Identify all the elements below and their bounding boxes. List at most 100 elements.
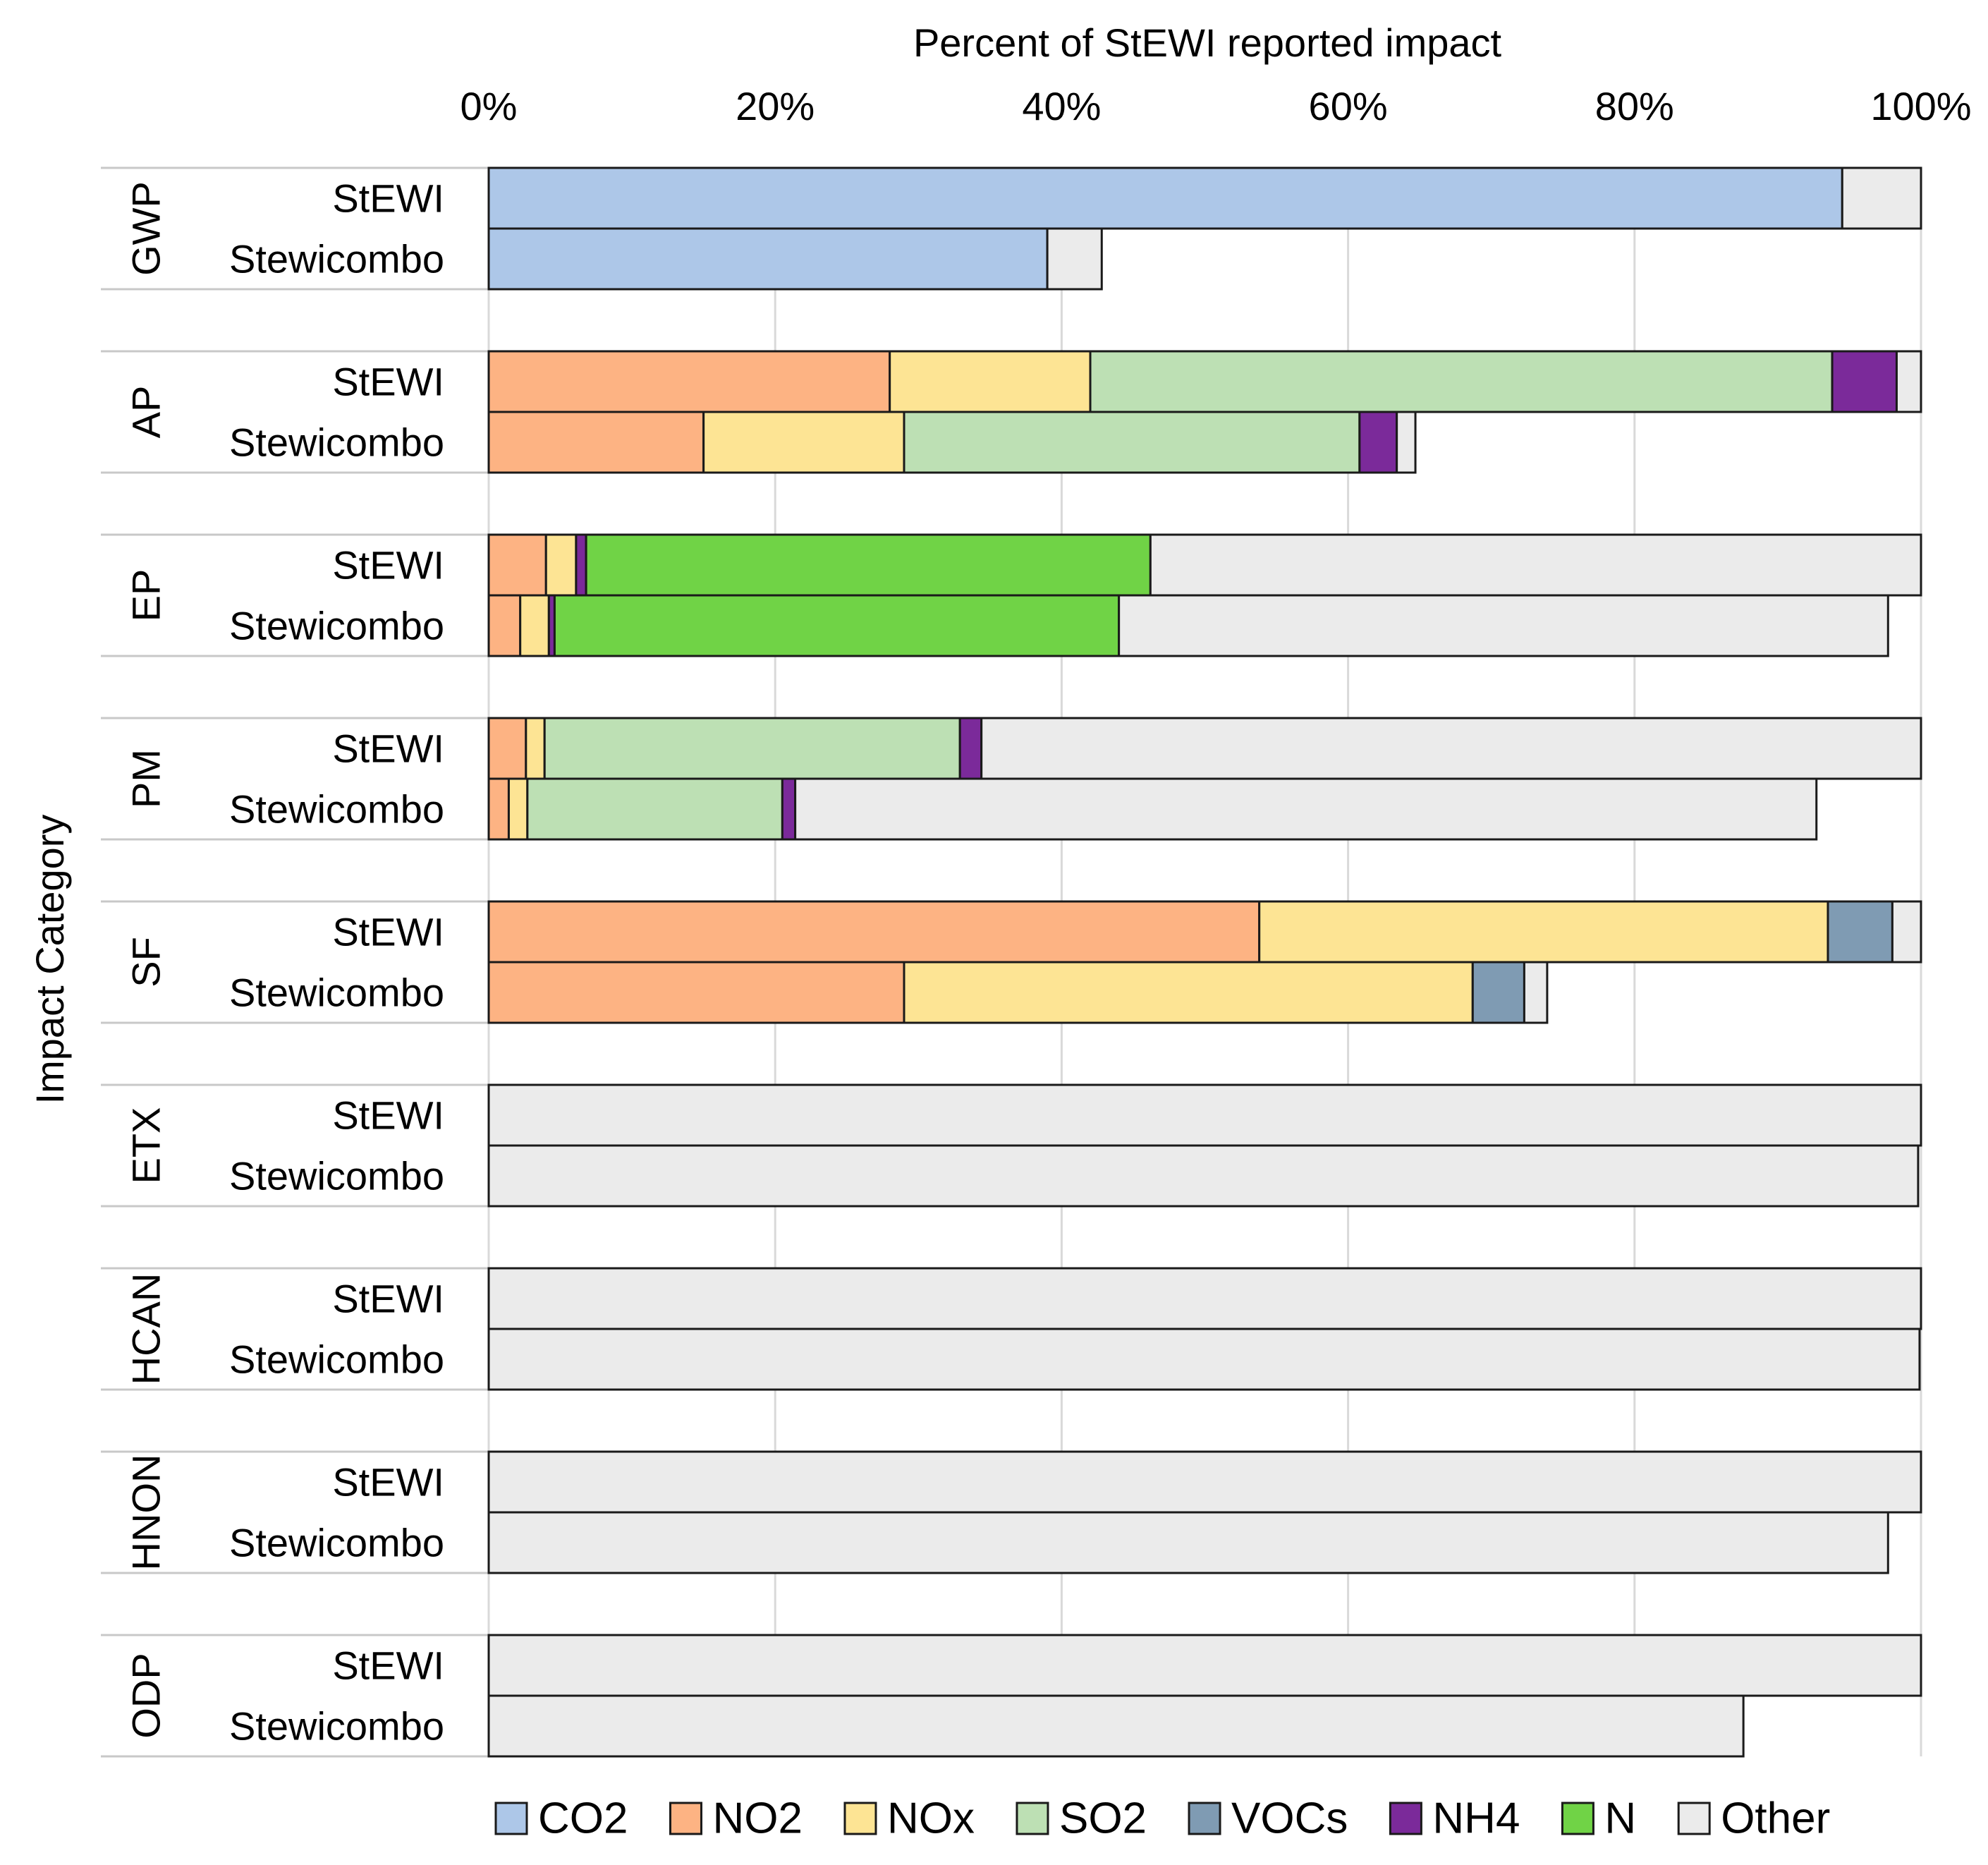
bar-label-stewi: StEWI bbox=[332, 1460, 444, 1505]
legend-label-nox: NOx bbox=[887, 1794, 975, 1843]
bar-ap-stewicombo-so2 bbox=[903, 411, 1361, 474]
category-label-hcan: HCAN bbox=[124, 1273, 169, 1385]
bar-gwp-stewi-co2 bbox=[487, 166, 1843, 230]
bar-ap-stewicombo-nox bbox=[702, 411, 905, 474]
bar-ep-stewicombo-nox bbox=[519, 594, 550, 657]
category-label-pm: PM bbox=[124, 749, 169, 808]
bar-label-stewicombo: Stewicombo bbox=[229, 420, 444, 465]
bar-sf-stewicombo-vocs bbox=[1471, 961, 1525, 1024]
bars bbox=[487, 166, 1922, 1758]
bar-etx-stewicombo-other bbox=[487, 1144, 1920, 1208]
bar-sf-stewi-nox bbox=[1258, 900, 1829, 964]
x-tick-label: 40% bbox=[1022, 84, 1101, 128]
bar-hcan-stewi-other bbox=[487, 1267, 1922, 1330]
bar-label-stewicombo: Stewicombo bbox=[229, 1521, 444, 1565]
bar-pm-stewicombo-nox bbox=[507, 777, 529, 841]
bar-ap-stewi-so2 bbox=[1089, 350, 1834, 413]
legend-swatch-so2 bbox=[1016, 1802, 1049, 1835]
legend-swatch-other bbox=[1677, 1802, 1711, 1835]
x-tick-label: 60% bbox=[1309, 84, 1388, 128]
bar-label-stewicombo: Stewicombo bbox=[229, 787, 444, 832]
legend-label-vocs: VOCs bbox=[1231, 1794, 1348, 1843]
bar-odp-stewicombo-other bbox=[487, 1694, 1745, 1758]
legend-label-no2: NO2 bbox=[712, 1794, 802, 1843]
legend-swatch-no2 bbox=[669, 1802, 702, 1835]
bar-sf-stewicombo-other bbox=[1523, 961, 1549, 1024]
bar-sf-stewicombo-nox bbox=[903, 961, 1474, 1024]
x-axis-title: Percent of StEWI reported impact bbox=[913, 20, 1502, 65]
x-axis-ticks: 0% 20% 40% 60% 80% 100% bbox=[461, 84, 1972, 128]
legend-swatch-nox bbox=[843, 1802, 877, 1835]
x-tick-label: 80% bbox=[1595, 84, 1674, 128]
bar-label-stewi: StEWI bbox=[332, 543, 444, 588]
legend-label-so2: SO2 bbox=[1059, 1794, 1147, 1843]
bar-ap-stewi-no2 bbox=[487, 350, 891, 413]
bar-sf-stewi-other bbox=[1891, 900, 1922, 964]
bar-gwp-stewicombo-co2 bbox=[487, 227, 1049, 291]
bar-gwp-stewi-other bbox=[1841, 166, 1922, 230]
bar-label-stewicombo: Stewicombo bbox=[229, 1154, 444, 1198]
bar-odp-stewi-other bbox=[487, 1634, 1922, 1697]
bar-label-stewi: StEWI bbox=[332, 1644, 444, 1688]
bar-sf-stewi-no2 bbox=[487, 900, 1261, 964]
bar-label-stewi: StEWI bbox=[332, 176, 444, 221]
bar-ep-stewi-n bbox=[585, 533, 1152, 597]
bar-label-stewicombo: Stewicombo bbox=[229, 1704, 444, 1749]
bar-ap-stewicombo-nh4 bbox=[1358, 411, 1398, 474]
bar-hnon-stewicombo-other bbox=[487, 1511, 1889, 1574]
legend-swatch-nh4 bbox=[1389, 1802, 1422, 1835]
legend-label-co2: CO2 bbox=[538, 1794, 628, 1843]
bar-ep-stewi-other bbox=[1149, 533, 1922, 597]
bar-etx-stewi-other bbox=[487, 1083, 1922, 1147]
x-tick-label: 100% bbox=[1870, 84, 1971, 128]
bar-ap-stewi-other bbox=[1895, 350, 1922, 413]
bar-label-stewi: StEWI bbox=[332, 1093, 444, 1138]
bar-pm-stewi-other bbox=[980, 717, 1922, 780]
bar-pm-stewicombo-so2 bbox=[526, 777, 783, 841]
bar-ep-stewicombo-other bbox=[1118, 594, 1889, 657]
bar-pm-stewi-nox bbox=[525, 717, 546, 780]
category-label-gwp: GWP bbox=[124, 181, 169, 276]
x-tick-label: 20% bbox=[736, 84, 815, 128]
axis-labels: GWP StEWI Stewicombo AP StEWI Stewicombo EP StE… bbox=[124, 176, 445, 1749]
bar-hnon-stewi-other bbox=[487, 1450, 1922, 1514]
bar-hcan-stewicombo-other bbox=[487, 1328, 1921, 1391]
bar-pm-stewicombo-other bbox=[794, 777, 1818, 841]
category-label-sf: SF bbox=[124, 937, 169, 988]
legend-swatch-n bbox=[1561, 1802, 1594, 1835]
bar-sf-stewicombo-no2 bbox=[487, 961, 905, 1024]
legend-swatch-vocs bbox=[1188, 1802, 1221, 1835]
bar-ep-stewi-no2 bbox=[487, 533, 547, 597]
bar-label-stewicombo: Stewicombo bbox=[229, 237, 444, 281]
category-label-ep: EP bbox=[124, 569, 169, 622]
bar-ep-stewicombo-n bbox=[553, 594, 1121, 657]
bar-ap-stewicombo-no2 bbox=[487, 411, 705, 474]
legend-label-nh4: NH4 bbox=[1432, 1794, 1520, 1843]
category-label-odp: ODP bbox=[124, 1653, 169, 1738]
bar-label-stewicombo: Stewicombo bbox=[229, 1337, 444, 1382]
bar-label-stewicombo: Stewicombo bbox=[229, 971, 444, 1015]
category-label-etx: ETX bbox=[124, 1107, 169, 1184]
legend: CO2 NO2 NOx SO2 VOCs NH4 N Other bbox=[494, 1794, 1830, 1843]
bar-label-stewicombo: Stewicombo bbox=[229, 604, 444, 648]
bar-ap-stewi-nox bbox=[889, 350, 1092, 413]
bar-ap-stewi-nh4 bbox=[1831, 350, 1898, 413]
bar-pm-stewicombo-nh4 bbox=[781, 777, 797, 841]
legend-label-other: Other bbox=[1721, 1794, 1830, 1843]
bar-pm-stewi-nh4 bbox=[958, 717, 983, 780]
bar-ep-stewi-nh4 bbox=[575, 533, 587, 597]
bar-label-stewi: StEWI bbox=[332, 360, 444, 404]
bar-label-stewi: StEWI bbox=[332, 727, 444, 771]
legend-swatch-co2 bbox=[494, 1802, 528, 1835]
bar-ep-stewi-nox bbox=[544, 533, 578, 597]
bar-ap-stewicombo-other bbox=[1396, 411, 1417, 474]
bar-label-stewi: StEWI bbox=[332, 910, 444, 954]
bar-gwp-stewicombo-other bbox=[1046, 227, 1103, 291]
category-label-ap: AP bbox=[124, 386, 169, 439]
y-axis-title: Impact Category bbox=[28, 815, 72, 1105]
legend-label-n: N bbox=[1604, 1794, 1636, 1843]
category-label-hnon: HNON bbox=[124, 1454, 169, 1571]
bar-label-stewi: StEWI bbox=[332, 1277, 444, 1321]
bar-sf-stewi-vocs bbox=[1827, 900, 1894, 964]
